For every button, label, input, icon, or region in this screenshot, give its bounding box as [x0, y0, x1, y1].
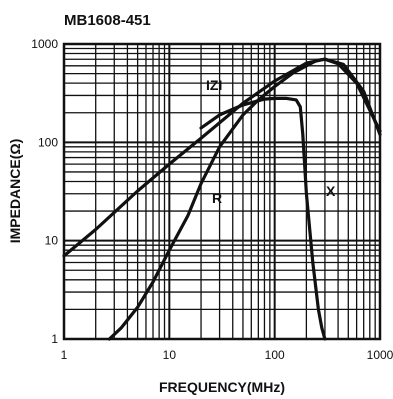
x-tick-label: 10: [163, 348, 177, 362]
x-tick-label: 100: [265, 348, 285, 362]
series-label-r: R: [212, 190, 222, 206]
x-tick-label: 1: [61, 348, 68, 362]
y-tick-labels: 1 10 100 1000: [31, 37, 58, 346]
y-tick-label: 1: [51, 332, 58, 346]
y-tick-label: 1000: [31, 37, 58, 51]
x-tick-labels: 1 10 100 1000: [61, 348, 393, 362]
x-axis-label: FREQUENCY(MHz): [159, 379, 285, 395]
y-tick-label: 10: [45, 234, 59, 248]
chart-title: MB1608-451: [64, 12, 151, 29]
y-tick-label: 100: [38, 135, 58, 149]
series-line-x: [199, 96, 327, 341]
plot-frame: [62, 42, 382, 341]
y-axis-label: IMPEDANCE(Ω): [7, 139, 23, 244]
series-lines: [62, 57, 382, 341]
grid: [64, 44, 380, 339]
series-line-izi: [62, 57, 382, 258]
series-label-izi: IZI: [206, 77, 222, 93]
series-line-r: [107, 57, 382, 341]
x-tick-label: 1000: [367, 348, 393, 362]
series-label-x: X: [326, 183, 336, 199]
